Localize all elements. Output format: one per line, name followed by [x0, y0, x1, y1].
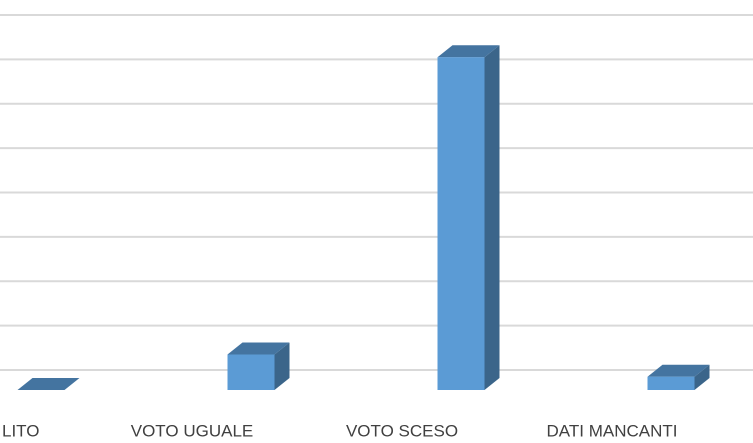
- bar-front: [437, 57, 485, 390]
- bar: [17, 378, 80, 390]
- bar-side: [484, 45, 500, 390]
- bar-front: [647, 376, 695, 390]
- bar-top: [227, 342, 290, 355]
- bar: [647, 364, 710, 390]
- x-tick-label: VOTO SCESO: [346, 421, 458, 440]
- bar-front: [227, 354, 275, 390]
- bar: [227, 342, 290, 390]
- bar-top: [437, 45, 500, 58]
- bar: [437, 45, 500, 390]
- bar-top: [17, 378, 80, 390]
- x-tick-label: VOTO UGUALE: [131, 421, 254, 440]
- x-tick-label: DATI MANCANTI: [547, 421, 678, 440]
- bar-top: [647, 364, 710, 377]
- bar-side: [274, 342, 290, 390]
- x-tick-label: LITO: [2, 421, 39, 440]
- bar-side: [694, 364, 710, 390]
